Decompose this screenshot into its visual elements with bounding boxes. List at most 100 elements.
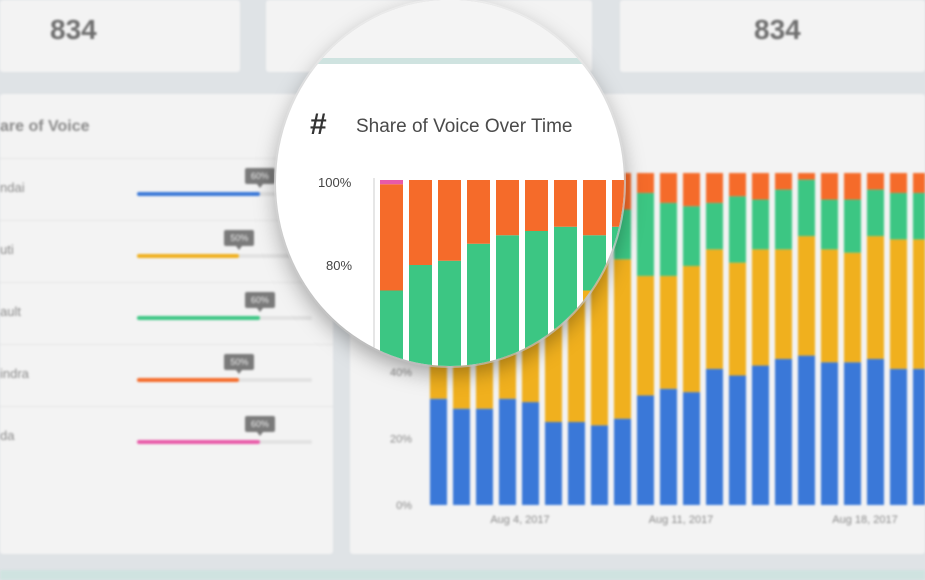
bar-segment <box>821 249 838 363</box>
sov-row: da 60% <box>0 406 333 468</box>
sov-bar-track: 60% <box>137 416 312 444</box>
lens-bar-segment <box>467 180 490 244</box>
bar-segment <box>637 192 654 276</box>
bar-segment <box>775 189 792 250</box>
bar-segment <box>867 189 884 237</box>
bar-segment <box>430 398 447 505</box>
bar-segment <box>683 265 700 393</box>
bar-segment <box>729 196 746 263</box>
bar-segment <box>729 262 746 376</box>
lens-bar-segment <box>583 290 606 366</box>
bar-segment <box>752 249 769 366</box>
bar-segment <box>844 173 861 200</box>
bar-segment <box>913 239 925 369</box>
lens-bar-segment <box>380 290 403 366</box>
bar-segment <box>683 206 700 266</box>
sov-brand-label: uti <box>0 242 14 257</box>
bar-segment <box>660 202 677 276</box>
lens-bar-segment <box>525 231 548 363</box>
bar-segment <box>591 425 608 505</box>
bar-segment <box>890 192 907 240</box>
bar-segment <box>614 418 631 505</box>
bar-segment <box>890 368 907 505</box>
bottom-strip <box>0 570 925 580</box>
bar-segment <box>683 392 700 505</box>
lens-bar-segment <box>409 180 432 265</box>
lens-bar-segment <box>612 290 624 366</box>
bar-segment <box>867 173 884 190</box>
bar-segment <box>798 179 815 237</box>
share-of-voice-title: are of Voice <box>0 118 90 135</box>
bar-segment <box>683 173 700 207</box>
sov-bar-track: 50% <box>137 354 312 382</box>
sov-percent-tooltip: 60% <box>244 292 275 312</box>
sov-brand-label: ndai <box>0 180 25 195</box>
lens-bar-segment <box>496 235 519 366</box>
sov-bar-track: 50% <box>137 230 312 258</box>
sov-brand-label: da <box>0 428 15 443</box>
bar-segment <box>637 173 654 193</box>
bar-segment <box>798 236 815 356</box>
lens-bar-segment <box>554 180 577 227</box>
bar-segment <box>913 173 925 193</box>
lens-bar-segment <box>438 180 461 261</box>
sov-bar-track: 60% <box>137 292 312 320</box>
bar-segment <box>752 199 769 250</box>
sov-bar-fill <box>137 440 260 444</box>
sov-brand-label: indra <box>0 366 29 381</box>
bar-segment <box>867 236 884 359</box>
y-tick-label: 40% <box>390 367 412 379</box>
lens-bar-segment <box>380 184 403 291</box>
x-tick-label: Aug 4, 2017 <box>490 514 549 526</box>
bar-segment <box>499 398 516 505</box>
sov-row: ault 60% <box>0 282 333 344</box>
lens-ytick-100: 100% <box>318 175 352 190</box>
bar-segment <box>775 358 792 505</box>
sov-percent-tooltip: 60% <box>244 416 275 436</box>
sov-percent-tooltip: 50% <box>224 230 255 250</box>
bar-segment <box>867 358 884 505</box>
bar-segment <box>545 422 562 505</box>
bar-segment <box>821 199 838 250</box>
bar-segment <box>775 173 792 190</box>
sov-bar-fill <box>137 378 240 382</box>
y-tick-label: 0% <box>396 500 412 512</box>
lens-bar-segment <box>583 180 606 236</box>
sov-bar-fill <box>137 316 260 320</box>
stat-card-right: 834 <box>620 0 925 72</box>
bar-segment <box>798 173 815 180</box>
bar-segment <box>844 362 861 505</box>
lens-header-band <box>276 58 624 64</box>
bar-segment <box>890 173 907 193</box>
bar-segment <box>775 249 792 359</box>
lens-bar-segment <box>612 180 624 227</box>
bar-segment <box>890 239 907 369</box>
x-tick-label: Aug 18, 2017 <box>832 514 897 526</box>
sov-row: indra 50% <box>0 344 333 406</box>
bar-segment <box>752 365 769 505</box>
lens-bar-segment <box>496 180 519 236</box>
sov-percent-tooltip: 60% <box>244 168 275 188</box>
bar-segment <box>798 355 815 505</box>
lens-bar-segment <box>583 235 606 291</box>
sov-percent-tooltip: 50% <box>224 354 255 374</box>
bar-segment <box>660 173 677 203</box>
bar-segment <box>706 202 723 250</box>
bar-segment <box>913 192 925 240</box>
bar-segment <box>821 362 838 505</box>
sov-bar-fill <box>137 192 260 196</box>
lens-stacked-bar-chart <box>373 178 624 366</box>
lens-bar-segment <box>554 328 577 366</box>
lens-bar-segment <box>467 243 490 366</box>
sov-bar-track: 60% <box>137 168 312 196</box>
sov-row: uti 50% <box>0 220 333 282</box>
bar-segment <box>637 275 654 396</box>
stat-card-left: 834 <box>0 0 240 72</box>
bar-segment <box>729 375 746 505</box>
x-tick-label: Aug 11, 2017 <box>649 514 714 526</box>
lens-bar-segment <box>554 226 577 329</box>
bar-segment <box>706 368 723 505</box>
lens-ytick-80: 80% <box>326 258 353 273</box>
lens-bar-segment <box>409 265 432 366</box>
bar-segment <box>844 252 861 363</box>
